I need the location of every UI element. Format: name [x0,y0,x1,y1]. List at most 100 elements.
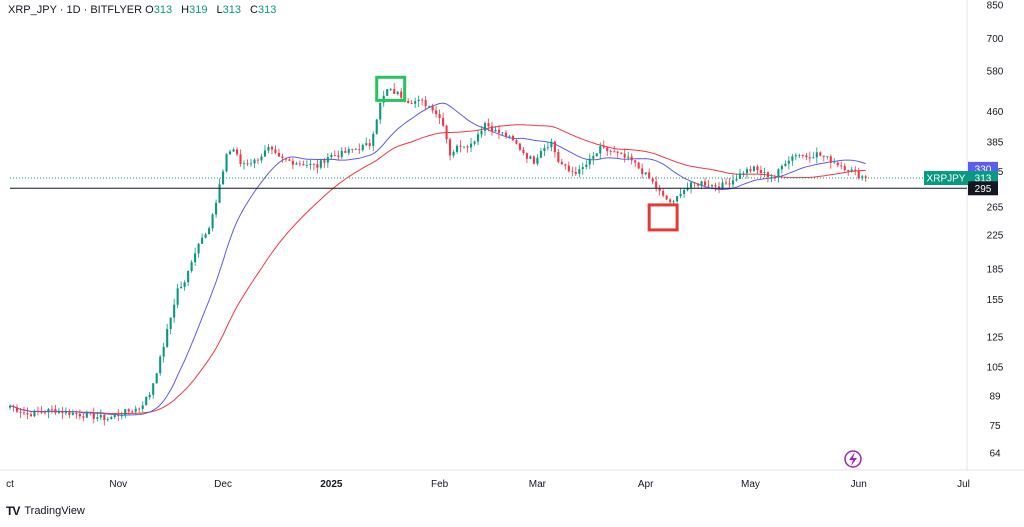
candle-body [61,411,64,414]
candle-body [103,414,106,421]
candle-body [302,163,305,166]
candle-body [857,171,860,179]
candle-body [183,282,186,287]
y-tick-label: 89 [989,391,1001,402]
candle-body [263,150,267,157]
candle-body [358,149,361,151]
candle-body [644,172,647,175]
candle-body [623,153,626,158]
candle-body [8,405,12,408]
candle-body [400,91,403,98]
candle-body [169,317,172,329]
candle-body [819,152,822,156]
candle-body [235,149,239,155]
candle-body [267,146,270,151]
candle-body [843,166,846,171]
candle-body [511,135,514,141]
x-tick-label: Feb [431,479,449,490]
candle-body [197,243,200,254]
candle-body [501,132,504,134]
candle-body [745,169,749,174]
candle-body [29,414,33,417]
tradingview-logo-icon: TV [6,504,20,518]
y-axis[interactable]: 8507005804603853252652251851551251058975… [987,1,1004,460]
candle-body [840,165,843,167]
x-tick-label: May [741,479,760,490]
candle-body [148,394,151,397]
candle-body [124,409,127,416]
candle-body [421,99,424,101]
candle-body [12,405,15,408]
candle-body [518,143,521,150]
support-price-tag-bg [968,181,998,196]
x-tick-label: Apr [638,479,654,490]
open-value: 313 [153,4,173,16]
ma-slow-path [9,124,866,415]
candle-body [438,114,441,118]
candle-body [180,286,183,289]
candle-body [854,169,857,172]
candle-body [487,123,490,127]
candle-body [585,164,588,168]
candle-body [431,105,434,111]
candle-body [347,149,350,153]
candle-body [469,143,473,148]
candle-body [567,165,570,172]
candle-body [676,196,679,202]
candle-body [606,147,609,152]
candle-body [232,149,235,152]
candle-body [525,153,528,159]
candle-body [375,119,378,134]
candle-body [242,163,246,165]
candle-body [277,152,280,157]
x-tick-label: Mar [529,479,547,490]
candle-body [117,415,120,417]
candle-body [728,183,731,185]
candle-body [82,416,85,418]
candle-body [424,100,427,107]
y-tick-label: 460 [987,107,1004,118]
candle-body [78,413,81,417]
candle-body [298,163,301,165]
ma-slow-line [9,124,866,415]
y-tick-label: 185 [987,265,1004,276]
candle-body [417,99,420,102]
candle-body [54,409,57,414]
candle-body [731,180,735,185]
lightning-icon[interactable] [844,450,862,468]
candle-body [26,412,29,415]
candle-body [532,156,535,164]
candle-body [504,132,508,137]
candle-body [508,135,511,137]
candle-body [752,166,755,171]
candle-body [354,149,357,151]
candle-body [312,163,315,165]
candle-body [630,156,633,161]
candle-body [850,169,853,172]
candle-body [599,146,602,154]
brand[interactable]: TV TradingView [6,504,85,518]
candle-body [463,146,466,148]
candle-body [295,163,298,165]
symbol-label[interactable]: XRP_JPY · 1D · BITFLYER [8,4,143,16]
candle-body [428,105,431,107]
candle-body [766,172,769,178]
ma-value-tag: 330 [975,164,992,175]
candle-body [281,156,284,159]
y-tick-label: 225 [987,231,1004,242]
candle-body [407,100,410,103]
candle-body [68,411,71,415]
candle-body [173,304,176,318]
candle-body [323,160,326,163]
candle-body [365,143,368,145]
candle-body [159,356,162,374]
candle-body [85,412,88,418]
close-label: C [250,4,258,16]
candle-body [190,262,193,271]
candle-body [386,89,389,96]
candle-body [536,157,539,164]
green-highlight-box [375,75,407,102]
x-axis[interactable]: ct Nov Dec 2025 Feb Mar Apr May Jun Jul [6,479,970,490]
candle-body [351,149,354,150]
